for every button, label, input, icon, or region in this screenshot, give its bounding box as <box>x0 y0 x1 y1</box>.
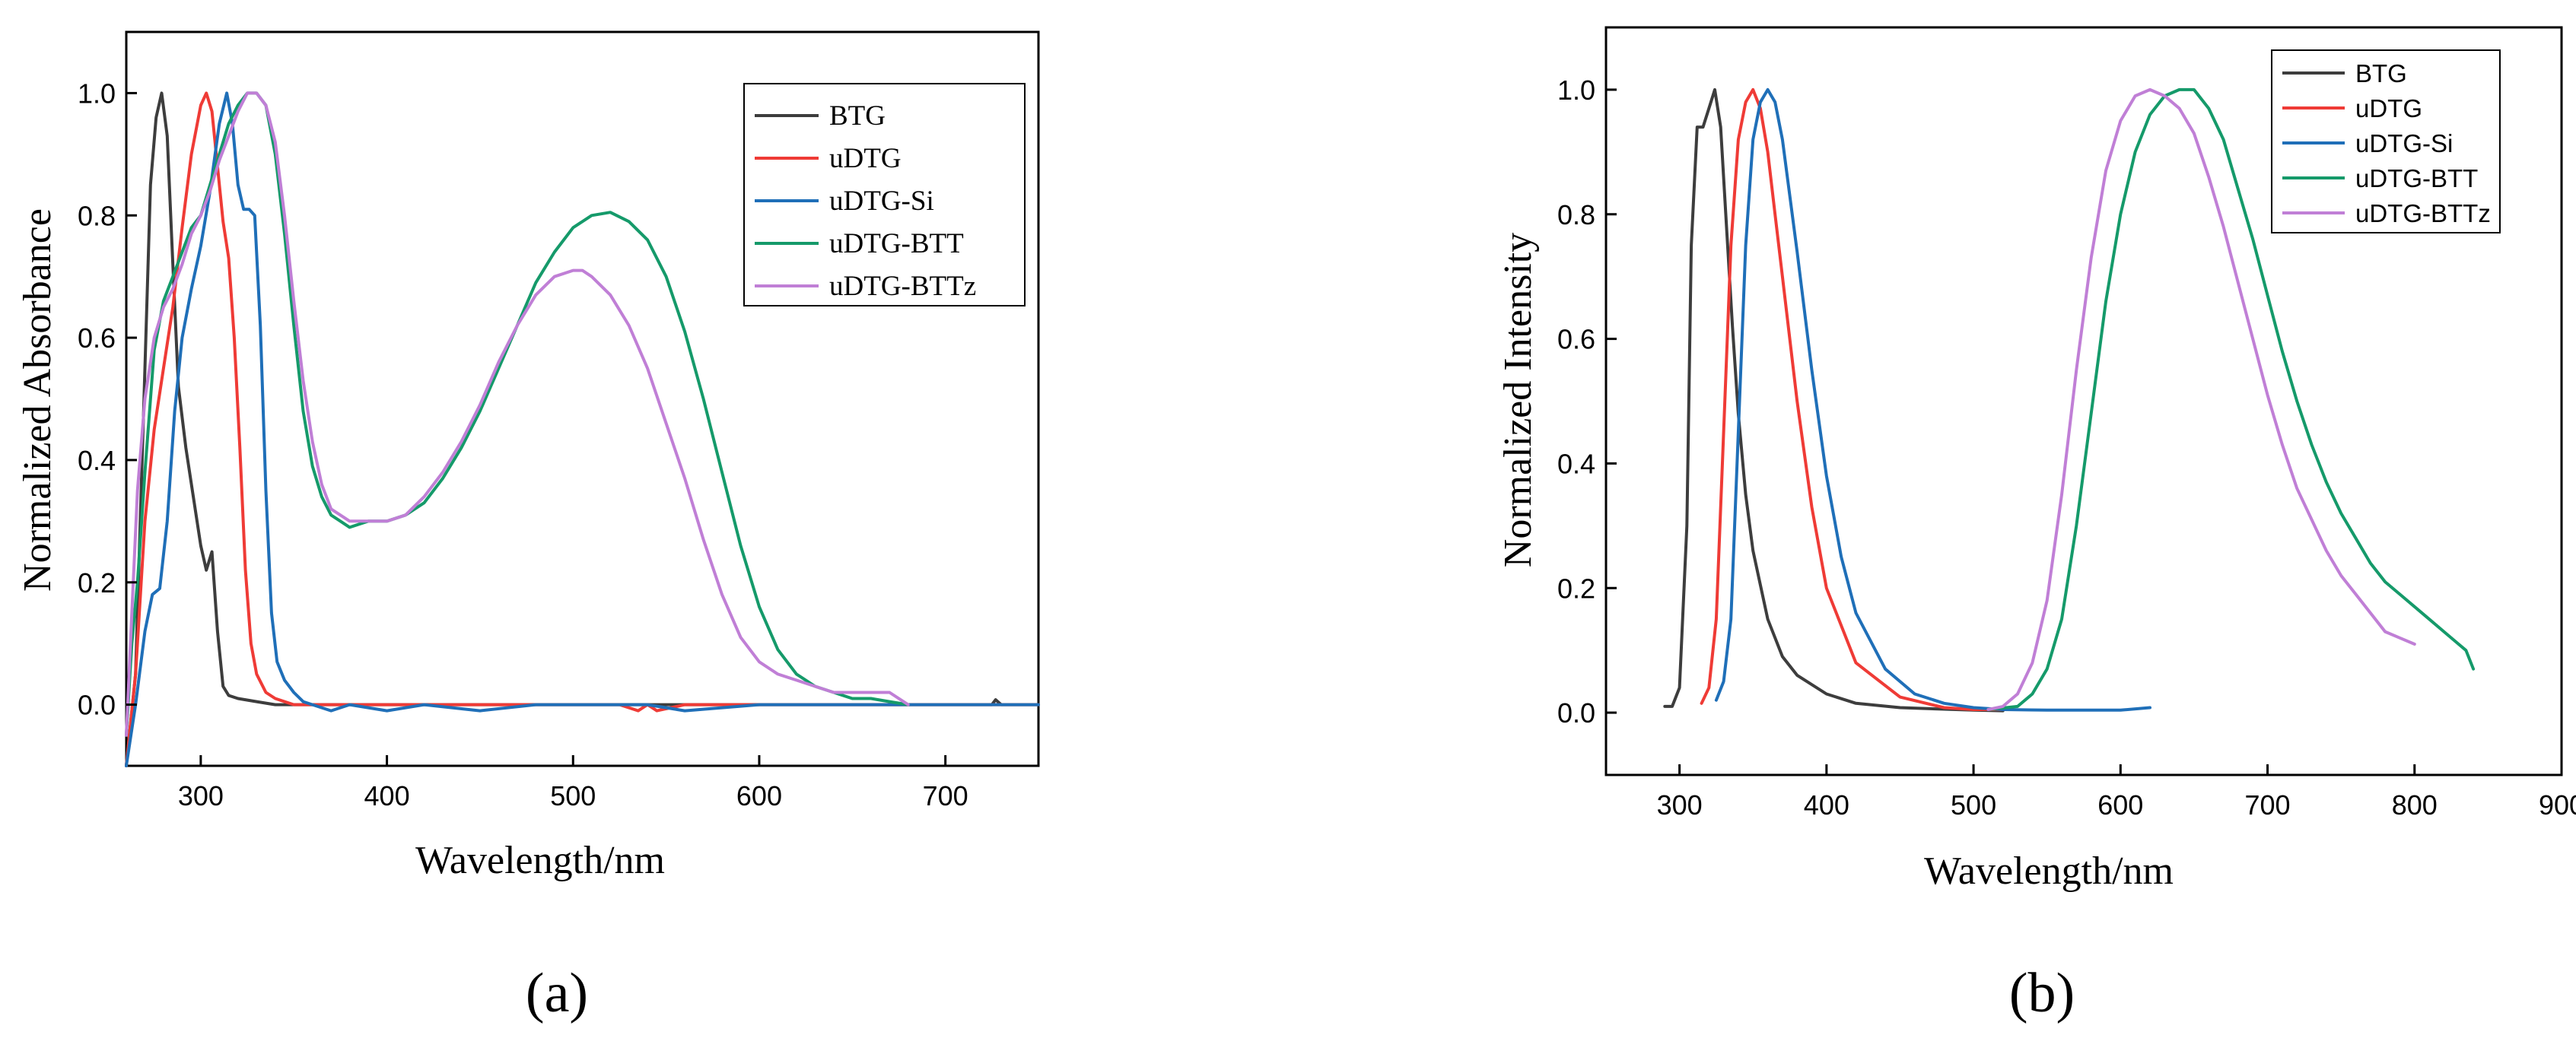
panel-b-legend-label-btg: BTG <box>2355 59 2407 87</box>
panel-b-series-line-udtg-bttz <box>1986 87 2416 711</box>
panel-a-plot-frame <box>125 30 1040 767</box>
panel-b-y-tick-label: 1.0 <box>1557 75 1595 106</box>
panel-b-intensity-chart: 300 400 500 600 700 800 900 0.0 0.2 0.4 0.6 0.8 1.0… <box>1496 26 2576 1024</box>
panel-b-y-tick-label: 0.2 <box>1557 573 1595 604</box>
panel-a-series-line-udtg-bttz <box>125 91 910 737</box>
panel-b-legend-label-udtg-bttz: uDTG-BTTz <box>2355 199 2491 227</box>
panel-a-series-group <box>125 91 1040 767</box>
panel-b-x-axis-title: Wavelength/nm <box>1924 849 2174 893</box>
panel-a-absorbance-chart: 300 400 500 600 700 0.0 0.2 0.4 0.6 0.8 1.0 Wavel… <box>16 30 1040 1024</box>
panel-b-x-tick-label: 900 <box>2539 789 2576 821</box>
panel-b-legend-label-udtg-si: uDTG-Si <box>2355 129 2453 157</box>
panel-b-legend-label-udtg-btt: uDTG-BTT <box>2355 164 2478 192</box>
panel-a-y-axis-title: Normalized Absorbance <box>16 208 59 592</box>
panel-a-y-tick-label: 0.6 <box>78 322 116 354</box>
panel-a-x-tick-label: 500 <box>550 780 596 811</box>
panel-b-legend-label-udtg: uDTG <box>2355 94 2422 122</box>
panel-b-series-line-udtg-si <box>1714 87 2151 712</box>
panel-a-x-tick-label: 300 <box>178 780 224 811</box>
panel-b-y-tick-label: 0.8 <box>1557 199 1595 230</box>
panel-a-x-tick-label: 700 <box>923 780 968 811</box>
panel-b-x-tick-label: 600 <box>2097 789 2143 821</box>
panel-b-series-line-btg <box>1663 87 2005 713</box>
panel-b-x-tick-label: 700 <box>2244 789 2290 821</box>
panel-a-legend-label-btg: BTG <box>829 100 886 132</box>
panel-b-series-group <box>1663 87 2476 713</box>
panel-a-y-tick-label: 0.4 <box>78 445 116 476</box>
panel-a-y-tick-label: 1.0 <box>78 78 116 109</box>
panel-a-x-tick-label: 600 <box>736 780 782 811</box>
panel-b-label: (b) <box>2009 962 2075 1024</box>
panel-a-x-tick-label: 400 <box>364 780 410 811</box>
panel-b-x-tick-label: 300 <box>1657 789 1703 821</box>
panel-b-x-tick-label: 800 <box>2392 789 2438 821</box>
panel-b-x-tick-label: 400 <box>1804 789 1849 821</box>
panel-a-legend-box <box>743 83 1026 306</box>
panel-b-plot-frame <box>1604 26 2563 776</box>
panel-b-legend: BTG uDTG uDTG-Si uDTG-BTT uDTG-BTTz <box>2271 49 2501 233</box>
panel-a-legend-label-udtg-bttz: uDTG-BTTz <box>829 271 976 302</box>
panel-a-x-axis-title: Wavelength/nm <box>415 839 665 882</box>
panel-b-series-line-udtg <box>1700 87 2005 711</box>
panel-a-y-tick-label: 0.8 <box>78 200 116 231</box>
panel-a-series-line-udtg-si <box>125 91 1040 767</box>
panel-a-y-tick-label: 0.0 <box>78 690 116 721</box>
panel-a-legend: BTG uDTG uDTG-Si uDTG-BTT uDTG-BTTz <box>743 83 1026 306</box>
panel-b-y-tick-label: 0.4 <box>1557 448 1595 479</box>
panel-b-series-line-udtg-btt <box>1986 87 2476 711</box>
panel-b-x-tick-label: 500 <box>1951 789 1996 821</box>
panel-a-legend-label-udtg-si: uDTG-Si <box>829 186 934 217</box>
panel-a-legend-label-udtg-btt: uDTG-BTT <box>829 228 964 259</box>
panel-b-y-tick-label: 0.0 <box>1557 697 1595 729</box>
panel-a-label: (a) <box>526 962 588 1024</box>
panel-a-y-tick-label: 0.2 <box>78 567 116 599</box>
panel-a-legend-label-udtg: uDTG <box>829 143 902 174</box>
panel-b-y-axis-title: Normalized Intensity <box>1496 233 1540 567</box>
panel-b-y-tick-label: 0.6 <box>1557 324 1595 355</box>
